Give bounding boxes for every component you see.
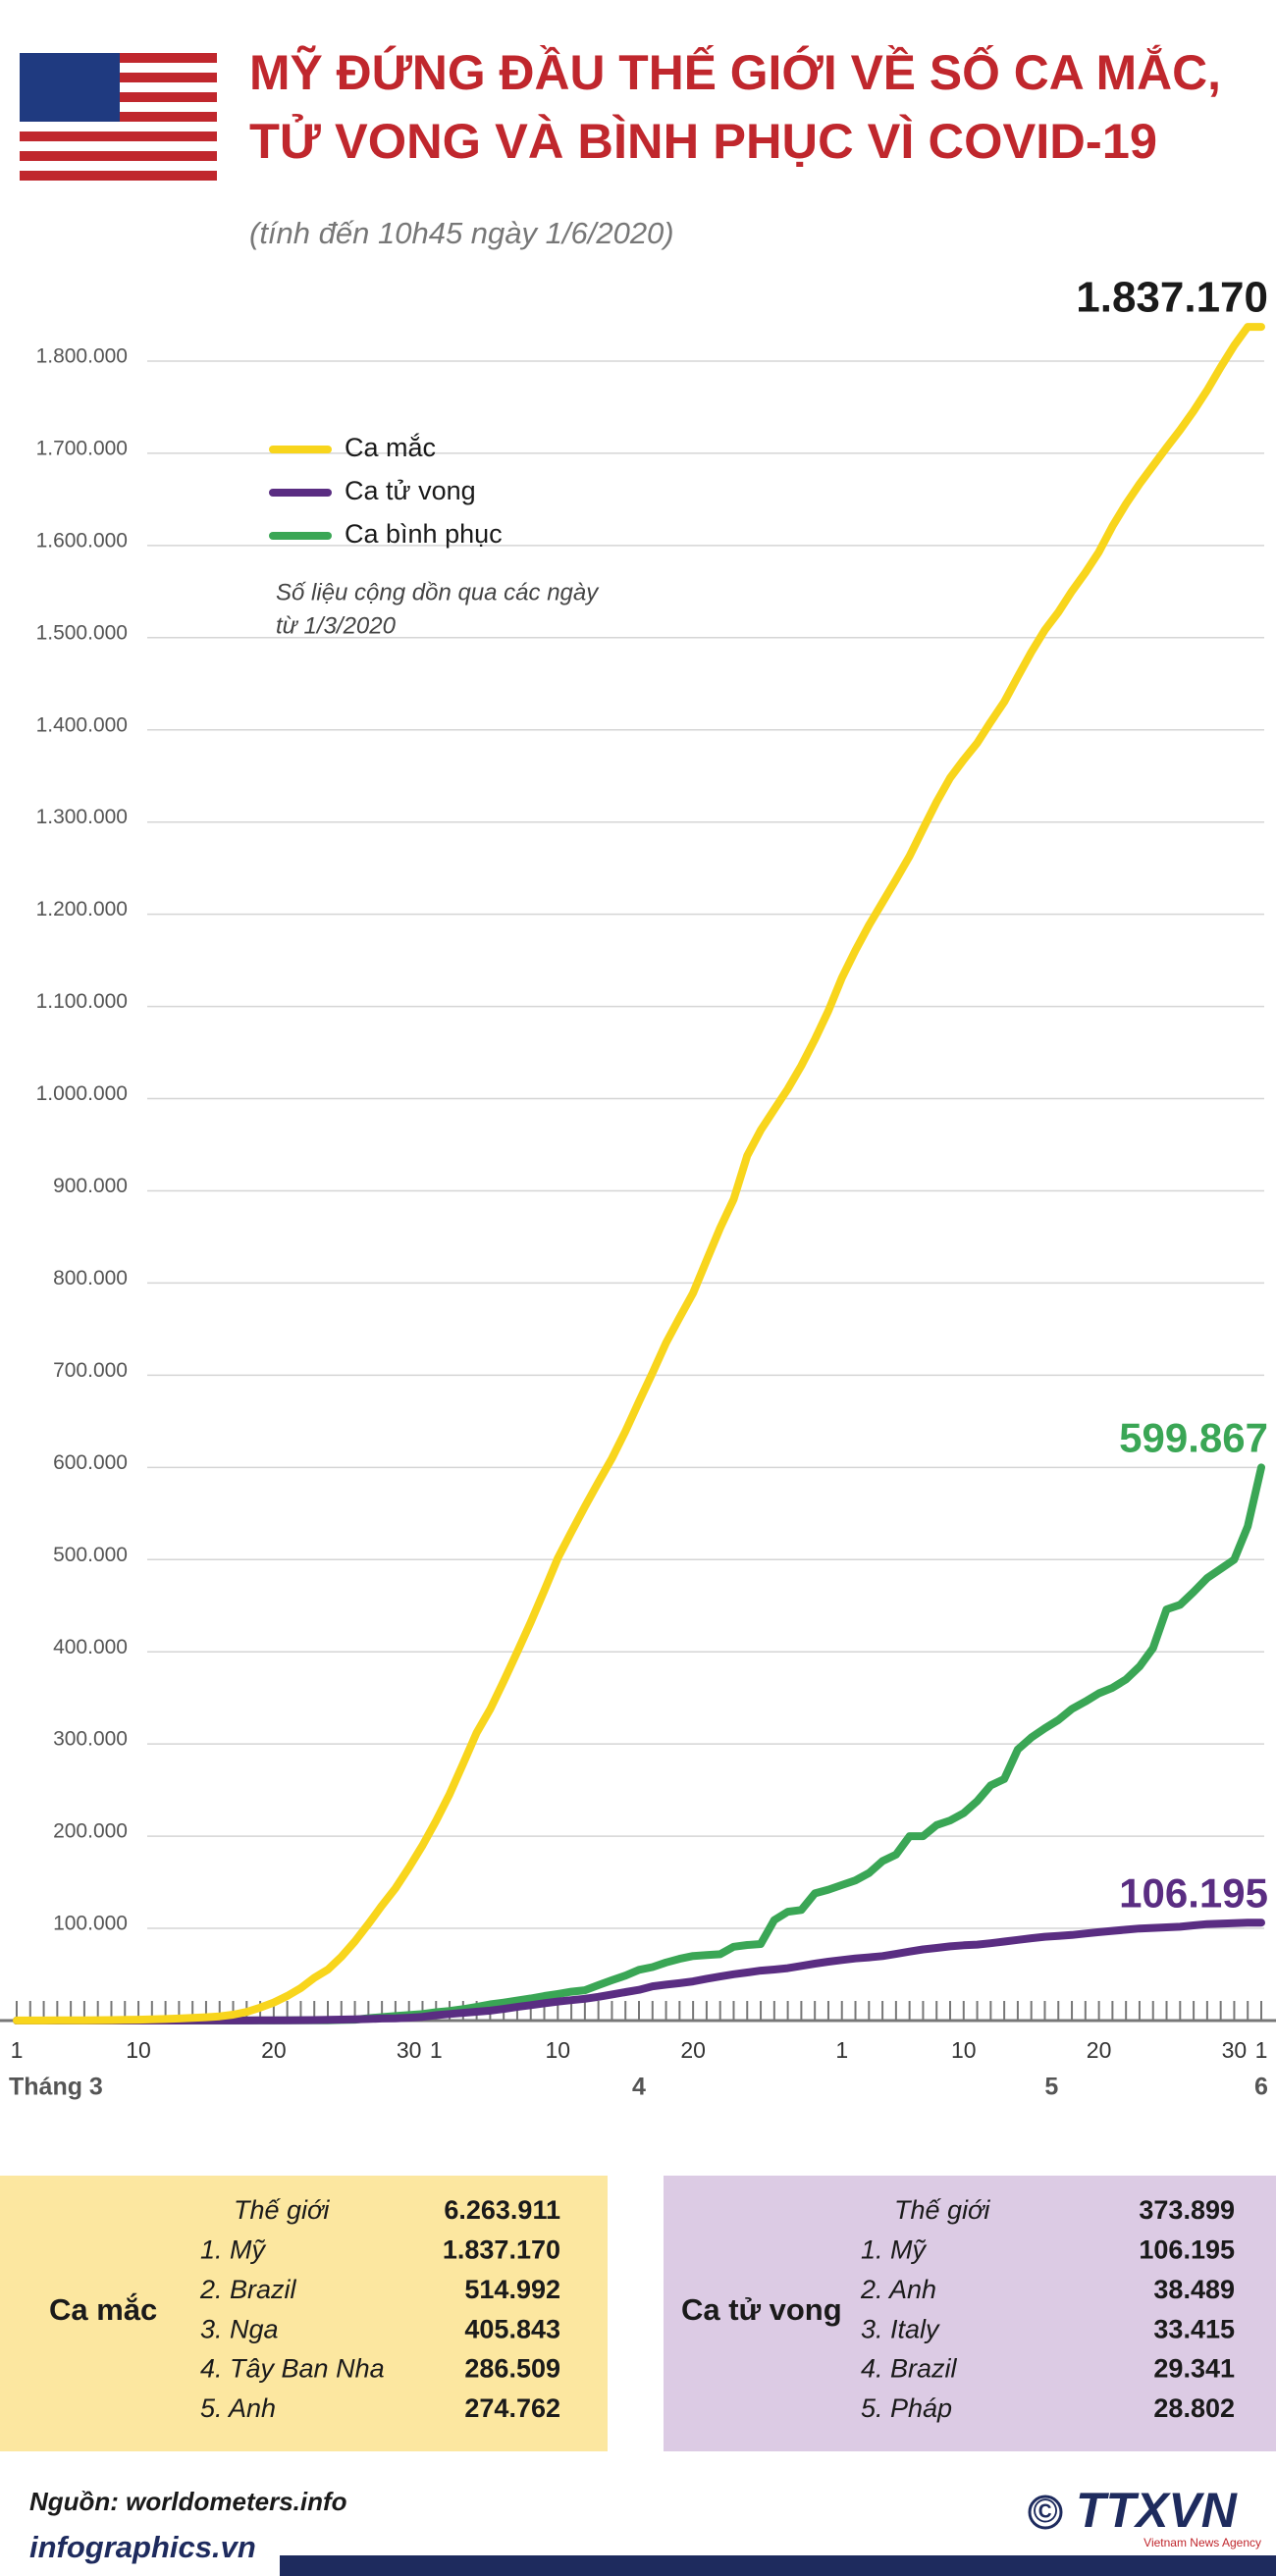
y-tick-label: 900.000 — [53, 1175, 128, 1197]
row-value: 29.341 — [1153, 2354, 1235, 2384]
row-name: 4. Tây Ban Nha — [200, 2354, 385, 2384]
row-value: 274.762 — [464, 2393, 560, 2423]
row-name: Thế giới — [234, 2195, 330, 2225]
row-name: 2. Anh — [860, 2275, 936, 2304]
us-flag — [20, 53, 217, 184]
chart: 100.000 200.000 300.000 400.000 500.000 600.0… — [0, 274, 1276, 2101]
row-value: 106.195 — [1139, 2235, 1235, 2265]
month-label: 4 — [632, 2074, 646, 2101]
note: Số liệu cộng dồn qua các ngày — [276, 579, 600, 605]
legend-label: Ca mắc — [345, 432, 436, 462]
x-tick-label: 20 — [680, 2037, 706, 2063]
y-tick-label: 1.700.000 — [36, 437, 128, 459]
title-line: MỸ ĐỨNG ĐẦU THẾ GIỚI VỀ SỐ CA MẮC, — [249, 44, 1221, 100]
x-tick-label: 30 — [397, 2037, 422, 2063]
row-name: 4. Brazil — [861, 2354, 958, 2384]
month-label: 6 — [1254, 2074, 1268, 2101]
site: infographics.vn — [29, 2530, 256, 2564]
table-title: Ca mắc — [49, 2291, 157, 2327]
row-name: 1. Mỹ — [861, 2235, 928, 2265]
row-value: 514.992 — [464, 2275, 560, 2304]
row-name: 3. Italy — [861, 2314, 940, 2343]
row-name: 5. Anh — [200, 2393, 276, 2423]
series-line — [13, 323, 1265, 2024]
value-label: 599.867 — [1119, 1415, 1268, 1461]
y-tick-label: 400.000 — [53, 1636, 128, 1658]
y-tick-label: 200.000 — [53, 1820, 128, 1843]
agency: Vietnam News Agency — [1143, 2536, 1261, 2550]
row-value: 33.415 — [1153, 2314, 1235, 2343]
row-value: 373.899 — [1139, 2195, 1235, 2225]
y-tick-label: 1.300.000 — [36, 806, 128, 828]
series-line — [13, 1919, 1265, 2024]
row-value: 1.837.170 — [443, 2235, 560, 2265]
y-tick-label: 1.600.000 — [36, 529, 128, 552]
row-name: Thế giới — [894, 2195, 990, 2225]
y-tick-label: 1.200.000 — [36, 898, 128, 920]
table-box — [0, 2176, 608, 2451]
tables: Ca mắc Thế giới 6.263.911 1. Mỹ 1.837.170 2. … — [0, 2176, 1276, 2451]
copyright-circle — [1028, 2495, 1063, 2530]
y-tick-label: 500.000 — [53, 1544, 128, 1566]
y-tick-label: 1.000.000 — [36, 1082, 128, 1105]
x-tick-label: 1 — [1255, 2037, 1268, 2063]
y-tick-label: 600.000 — [53, 1451, 128, 1474]
table-box — [664, 2176, 1276, 2451]
y-tick-label: 1.400.000 — [36, 713, 128, 736]
table-title: Ca tử vong — [681, 2292, 842, 2327]
row-name: 3. Nga — [200, 2314, 279, 2343]
value-label: 1.837.170 — [1076, 274, 1268, 322]
legend-label: Ca tử vong — [345, 476, 476, 505]
logo: TTXVN — [1076, 2483, 1238, 2538]
x-tick-label: 10 — [126, 2037, 151, 2063]
y-tick-label: 1.100.000 — [36, 990, 128, 1013]
source: Nguồn: worldometers.info — [29, 2487, 347, 2516]
row-name: 2. Brazil — [199, 2275, 297, 2304]
y-tick-label: 1.500.000 — [36, 621, 128, 644]
y-tick-label: 700.000 — [53, 1359, 128, 1382]
x-tick-label: 1 — [835, 2037, 848, 2063]
y-tick-label: 100.000 — [53, 1913, 128, 1935]
note: từ 1/3/2020 — [276, 612, 397, 639]
x-tick-label: 20 — [1087, 2037, 1112, 2063]
x-tick-label: 20 — [261, 2037, 287, 2063]
legend-label: Ca bình phục — [345, 519, 503, 549]
x-tick-label: 10 — [546, 2037, 571, 2063]
row-value: 286.509 — [464, 2354, 560, 2384]
x-tick-label: 1 — [430, 2037, 443, 2063]
row-value: 38.489 — [1153, 2275, 1235, 2304]
y-tick-label: 300.000 — [53, 1728, 128, 1751]
copyright: © — [1033, 2493, 1057, 2530]
month-label: 5 — [1044, 2074, 1058, 2101]
row-name: 5. Pháp — [861, 2393, 952, 2423]
row-value: 6.263.911 — [444, 2195, 560, 2225]
value-label: 106.195 — [1119, 1869, 1268, 1916]
row-name: 1. Mỹ — [200, 2235, 267, 2265]
row-value: 28.802 — [1153, 2393, 1235, 2423]
x-tick-label: 30 — [1222, 2037, 1248, 2063]
row-value: 405.843 — [464, 2314, 560, 2343]
footer-bar — [280, 2555, 1276, 2576]
x-tick-label: 10 — [951, 2037, 977, 2063]
y-tick-label: 1.800.000 — [36, 345, 128, 368]
subtitle: (tính đến 10h45 ngày 1/6/2020) — [249, 216, 674, 250]
x-tick-label: 1 — [11, 2037, 24, 2063]
month-label: Tháng 3 — [9, 2074, 103, 2101]
title-line: TỬ VONG VÀ BÌNH PHỤC VÌ COVID-19 — [249, 113, 1157, 169]
y-tick-label: 800.000 — [53, 1267, 128, 1289]
